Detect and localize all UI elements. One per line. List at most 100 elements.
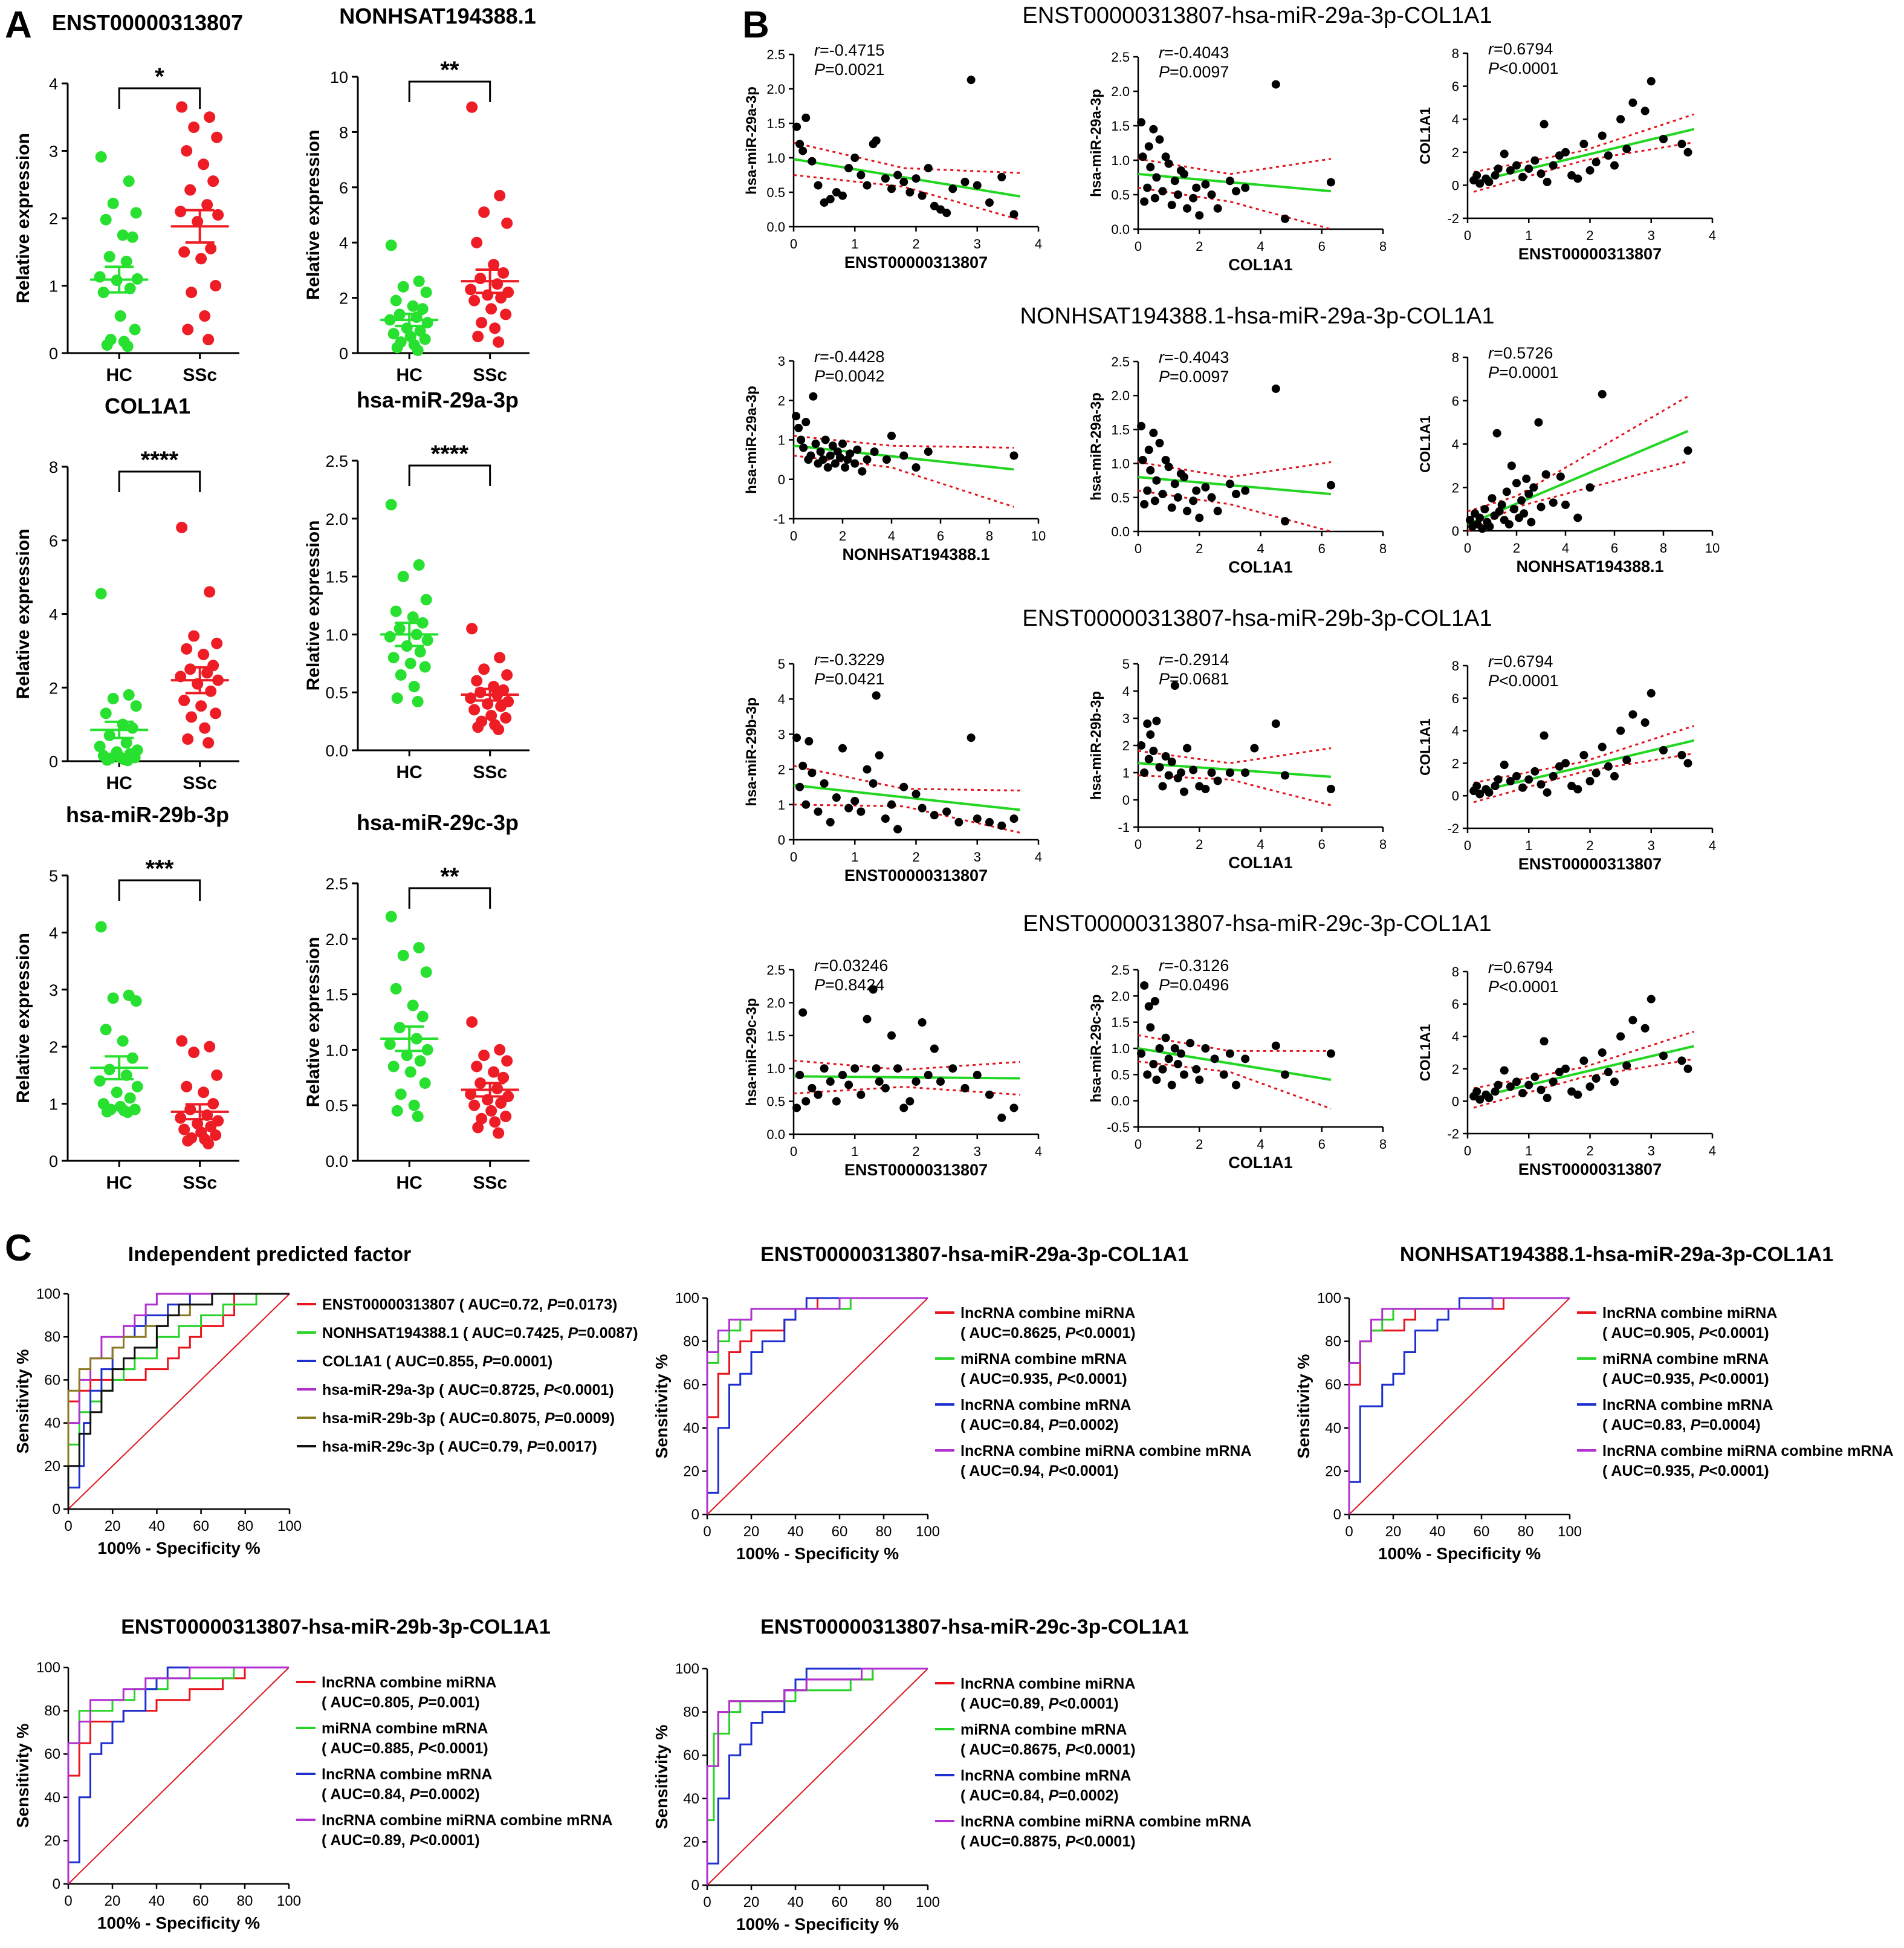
y-tick-label: 0.0 — [1111, 1094, 1130, 1109]
x-tick-label: 0 — [64, 1893, 72, 1909]
correlation-p: P<0.0001 — [1488, 59, 1558, 77]
confidence-band-lower — [1473, 1058, 1694, 1109]
scatter-point — [918, 804, 927, 813]
data-point-ssc — [202, 334, 215, 346]
correlation-row-title: ENST00000313807-hsa-miR-29a-3p-COL1A1 — [1022, 3, 1492, 28]
scatter-point — [1152, 1076, 1161, 1084]
scatter-plot-2-3: 0 2 4 6 8 1002468NONHSAT194388.1COL1A1r=0.572… — [1417, 344, 1720, 576]
confidence-band-lower — [1138, 774, 1332, 807]
scatter-point — [1173, 1060, 1182, 1068]
legend-p-symbol: P — [1057, 1371, 1067, 1388]
scatter-point — [1326, 481, 1335, 490]
legend-entry-stats: ( AUC=0.805, P=0.001) — [322, 1694, 480, 1711]
scatter-point — [1161, 1033, 1170, 1042]
legend-entry-stats: ( AUC=0.89, P<0.0001) — [960, 1695, 1119, 1712]
regression-line — [1138, 172, 1332, 193]
correlation-p: P=0.0097 — [1159, 63, 1229, 81]
data-point-hc — [95, 921, 107, 933]
scatter-point — [905, 188, 915, 196]
y-axis-label: Relative expression — [13, 933, 33, 1103]
x-tick-label: HC — [397, 1173, 423, 1193]
correlation-r: r=-0.4043 — [1159, 44, 1229, 62]
x-tick-label: 1 — [851, 849, 858, 865]
x-tick-label: 10 — [1705, 541, 1720, 556]
scatter-point — [1543, 177, 1552, 186]
x-tick-label: 3 — [1648, 228, 1655, 243]
confidence-band-upper — [793, 435, 1014, 449]
data-point-hc — [390, 294, 402, 307]
scatter-point — [1152, 716, 1161, 726]
data-point-ssc — [497, 1071, 510, 1083]
scatter-point — [809, 392, 818, 401]
scatter-plot-1-2: 0 2 4 6 8 0.0 0.5 1.0 1.5 2.0 2.5 COL1A1 hsa-miR-29a… — [1088, 44, 1387, 274]
data-point-ssc — [178, 246, 190, 258]
data-point-ssc — [478, 663, 490, 675]
y-tick-label: 1.0 — [766, 151, 785, 166]
data-point-ssc — [500, 1111, 512, 1123]
scatter-point — [1506, 166, 1515, 175]
legend-p-symbol: P — [547, 1296, 557, 1313]
confidence-band-lower — [1138, 490, 1332, 533]
scatter-point — [1137, 1049, 1146, 1058]
data-point-ssc — [176, 101, 188, 113]
y-tick-label: 5 — [1122, 657, 1130, 672]
scatter-point — [1138, 455, 1147, 464]
y-tick-label: 0 — [691, 1877, 699, 1894]
p-symbol: P — [1488, 59, 1499, 77]
data-point-ssc — [188, 121, 200, 133]
scatter-point — [838, 191, 847, 200]
y-tick-label: 2 — [778, 393, 785, 408]
significance-bracket — [408, 464, 491, 486]
scatter-point — [1500, 1066, 1509, 1075]
x-axis-label: NONHSAT194388.1 — [842, 545, 989, 563]
data-point-hc — [414, 1055, 426, 1067]
y-axis-label: hsa-miR-29b-3p — [1088, 691, 1104, 800]
scatter-point — [821, 435, 830, 444]
scatter-plot-1-1: 0 1 2 3 4 0.0 0.5 1.0 1.5 2.0 2.5 ENST00000313807 hs… — [743, 41, 1042, 271]
correlation-row-title: ENST00000313807-hsa-miR-29c-3p-COL1A1 — [1023, 911, 1491, 937]
dot-plot-6: hsa-miR-29c-3p 0.0 0.5 1.0 1.5 2.0 2.5 Relative… — [303, 810, 529, 1193]
legend-p-symbol: P — [1699, 1371, 1709, 1388]
scatter-point — [844, 164, 853, 173]
data-point-ssc — [472, 721, 484, 733]
x-tick-label: 100 — [1558, 1524, 1582, 1540]
data-point-ssc — [211, 1069, 223, 1081]
x-axis-label: ENST00000313807 — [1518, 1160, 1662, 1178]
x-axis-label: COL1A1 — [1228, 1154, 1293, 1172]
legend-entry-name: lncRNA combine miRNA — [322, 1674, 496, 1691]
scatter-point — [1507, 461, 1516, 470]
data-point-ssc — [485, 710, 497, 722]
reference-diagonal — [707, 1297, 928, 1515]
scatter-point — [1158, 490, 1167, 499]
scatter-point — [811, 440, 820, 449]
x-tick-label: 20 — [1385, 1524, 1402, 1540]
scatter-point — [1189, 193, 1198, 203]
scatter-point — [863, 765, 872, 774]
r-value: =-0.4715 — [820, 41, 884, 59]
data-point-hc — [413, 275, 425, 287]
p-value: =0.0496 — [1170, 976, 1229, 994]
roc-plot-2: ENST00000313807-hsa-miR-29a-3p-COL1A1 00 2… — [652, 1243, 1252, 1563]
legend-p-symbol: P — [1049, 1417, 1059, 1433]
scatter-point — [1480, 505, 1489, 514]
scatter-point — [1137, 118, 1146, 127]
y-tick-label: 0 — [1122, 793, 1130, 808]
y-tick-label: 0.5 — [766, 1094, 785, 1109]
scatter-plot-1-3: 0 1 2 3 4 -2 0 2 4 6 8 ENST00000313807 COL1A1 r=0.679… — [1417, 40, 1716, 263]
scatter-point — [1495, 507, 1504, 516]
scatter-point — [1536, 780, 1546, 789]
scatter-point — [1009, 210, 1018, 219]
x-tick-label: SSc — [183, 1173, 217, 1193]
data-point-hc — [130, 207, 142, 219]
scatter-point — [1140, 768, 1149, 777]
scatter-point — [1485, 522, 1494, 531]
scatter-point — [887, 1031, 896, 1040]
legend-p-symbol: P — [1691, 1417, 1701, 1433]
scatter-point — [808, 1083, 817, 1093]
y-tick-label: 6 — [1452, 79, 1459, 94]
scatter-point — [799, 443, 808, 452]
y-tick-label: 5 — [778, 657, 785, 672]
y-tick-label: 80 — [44, 1703, 60, 1719]
scatter-point — [792, 1103, 801, 1112]
x-tick-label: 4 — [1709, 228, 1716, 243]
